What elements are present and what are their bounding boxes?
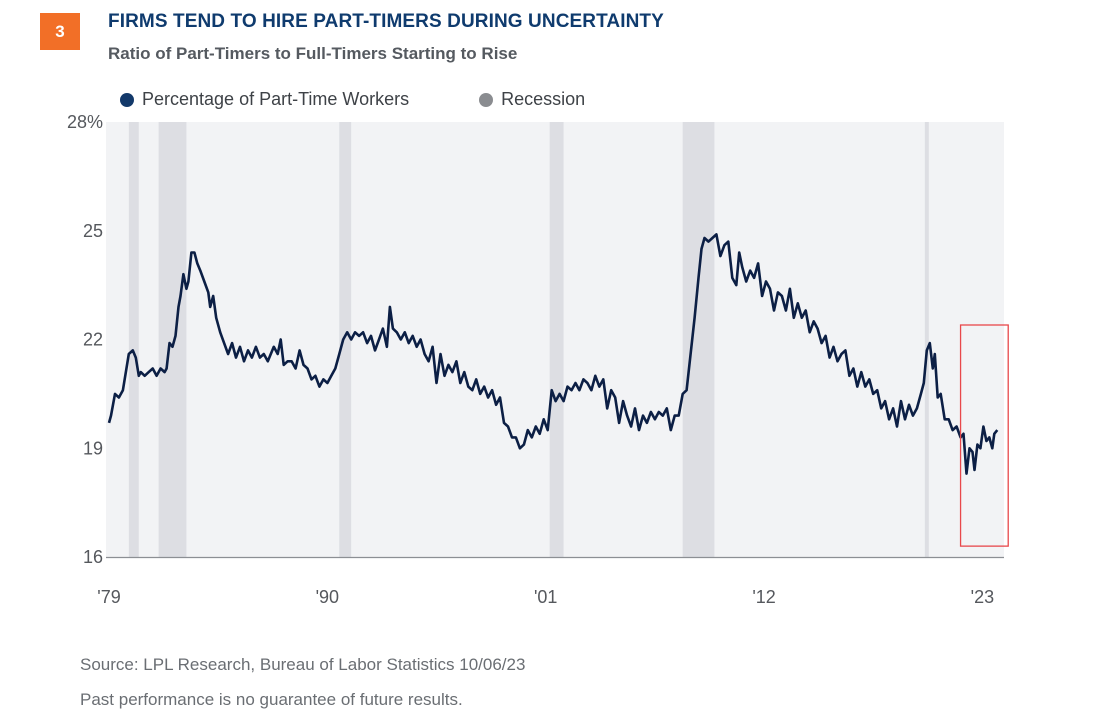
- recession-band: [339, 122, 352, 557]
- y-axis-ticks: 28% 25 22 19 16: [67, 112, 103, 567]
- legend-dot-icon: [479, 92, 494, 107]
- series-line-part-time-workers: [107, 233, 999, 475]
- x-tick-label: '01: [534, 587, 557, 607]
- source-note: Source: LPL Research, Bureau of Labor St…: [80, 655, 526, 674]
- chart-number-badge: 3: [40, 13, 80, 50]
- legend-item-series: Percentage of Part-Time Workers: [120, 89, 409, 110]
- legend-item-recession: Recession: [479, 89, 585, 110]
- disclaimer-note: Past performance is no guarantee of futu…: [80, 690, 463, 709]
- y-tick-label: 19: [83, 438, 103, 458]
- y-tick-label: 25: [83, 221, 103, 241]
- legend-label-series: Percentage of Part-Time Workers: [142, 89, 410, 109]
- legend-dot-icon: [120, 92, 134, 107]
- recession-bands: [128, 122, 929, 557]
- recession-band: [924, 122, 929, 557]
- chart-subtitle: Ratio of Part-Timers to Full-Timers Star…: [108, 44, 518, 63]
- x-tick-label: '79: [97, 587, 120, 607]
- recession-band: [158, 122, 187, 557]
- recession-band: [682, 122, 715, 557]
- highlight-box: [959, 324, 1009, 547]
- y-tick-label: 28%: [67, 112, 103, 132]
- y-tick-label: 16: [83, 547, 103, 567]
- recession-band: [128, 122, 139, 557]
- chart-legend: Percentage of Part-Time Workers Recessio…: [120, 89, 655, 110]
- x-tick-label: '12: [752, 587, 775, 607]
- y-tick-label: 22: [83, 330, 103, 350]
- x-axis-ticks: '79 '90 '01 '12 '23: [97, 587, 994, 607]
- x-tick-label: '23: [971, 587, 994, 607]
- chart-title: FIRMS TEND TO HIRE PART-TIMERS DURING UN…: [108, 11, 664, 32]
- x-tick-label: '90: [316, 587, 339, 607]
- recession-band: [549, 122, 564, 557]
- legend-label-recession: Recession: [501, 89, 586, 109]
